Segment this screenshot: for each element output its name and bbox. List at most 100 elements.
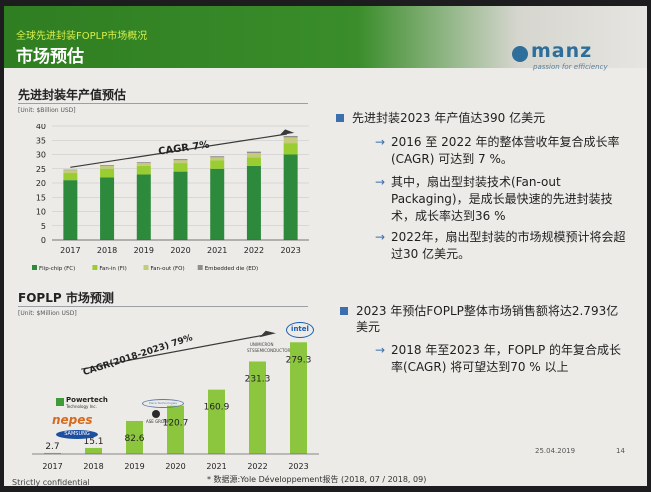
bullet-1-sub-3-text: 2022年，扇出型封装的市场规模预计将会超过30 亿美元。 [391, 230, 626, 261]
chart1-ytick-label: 15 [36, 193, 46, 202]
chart2-data-label: 231.3 [245, 374, 271, 384]
chart1-legend-swatch [143, 265, 149, 270]
chart1-bar-3 [136, 162, 151, 164]
unimicron-logo: UNIMICRON [250, 342, 274, 347]
chart2-cagr-label: CAGR(2018-2023) 79% [82, 333, 194, 378]
slide-title: 市场预估 [16, 47, 84, 67]
bullet-1-sub-1: → 2016 至 2022 年的整体营收年复合成长率 (CAGR) 可达到 7 … [375, 134, 631, 168]
chart1-bar-2 [63, 170, 78, 174]
bullet-square-icon [336, 114, 344, 122]
chart2-xtick-label: 2018 [83, 462, 103, 471]
chart1-ytick-label: 10 [36, 208, 46, 217]
chart1-bar-2 [246, 153, 261, 158]
chart1-bar-0 [283, 154, 298, 240]
chart1-svg: 0 5 10 15 20 25 30 35 40 2017 2018 2019 2020 2021 2022… [32, 124, 309, 272]
arrow-right-icon: → [375, 343, 386, 357]
slide-header: 全球先进封装FOPLP市场概况 市场预估 [4, 6, 647, 68]
footer-page-number: 14 [616, 447, 625, 455]
chart1-title: 先进封装年产值预估 [18, 88, 127, 102]
chart1-legend-label: Fan-out (FO) [151, 266, 185, 272]
chart2-cagr-arrowhead-icon [259, 330, 276, 338]
chart1-bar-3 [246, 151, 261, 154]
bullet-1-text: 先进封装2023 年产值达390 亿美元 [352, 111, 546, 125]
ase-logo-mark-icon [152, 410, 160, 418]
ase-logo: ASE GROUP [146, 419, 170, 424]
chart1-bar-2 [210, 157, 225, 161]
chart2-title-rule [18, 306, 308, 307]
chart2-bar [44, 452, 61, 454]
chart1-ytick-label: 40 [36, 124, 46, 131]
chart1-legend-swatch [92, 265, 98, 270]
chart1-bar-3 [283, 135, 298, 138]
chart1-bar-3 [210, 156, 225, 158]
chart1-ytick-label: 5 [41, 222, 46, 231]
bullet-2-sub-1-text: 2018 年至2023 年，FOPLP 的年复合成长率(CAGR) 将可望达到7… [391, 343, 622, 374]
chart1-ytick-label: 30 [36, 151, 46, 160]
bullet-1-sub-2: → 其中，扇出型封装技术(Fan-out Packaging)，是成长最快速的先… [375, 174, 631, 225]
manz-logo-mark-icon [512, 46, 528, 62]
chart1-title-rule [18, 103, 308, 104]
bullet-2: 2023 年预估FOPLP整体市场销售额将达2.793亿美元 [340, 303, 626, 335]
chart1-legend-label: Fan-in (FI) [99, 266, 126, 272]
chart1-bar-1 [63, 173, 78, 181]
chart2-xtick-label: 2019 [124, 462, 144, 471]
chart1-legend-label: Flip-chip (FC) [39, 266, 75, 272]
manz-logo-tagline: passion for efficiency [533, 63, 608, 71]
chart2-xtick-label: 2020 [165, 462, 185, 471]
chart1-bar-0 [210, 168, 225, 240]
chart1-ytick-label: 35 [36, 136, 46, 145]
chart1-bar-2 [136, 163, 151, 166]
bullet-1-sub-1-text: 2016 至 2022 年的整体营收年复合成长率 (CAGR) 可达到 7 %。 [391, 135, 620, 166]
chart1-bar-2 [173, 160, 188, 164]
chart2-title: FOPLP 市场预测 [18, 291, 114, 305]
chart2-bar [249, 361, 266, 454]
chart1-bar-1 [283, 143, 298, 155]
chart2-svg: 2.7 2017 15.1 2018 82.6 2019 120.7 2020 160.9 202… [32, 330, 319, 471]
arrow-right-icon: → [375, 135, 386, 149]
chart1-cagr-label: CAGR 7% [158, 140, 210, 158]
footer-confidential: Strictly confidential [12, 478, 90, 486]
footer-date: 25.04.2019 [535, 447, 576, 455]
chart1-xtick-label: 2018 [97, 246, 117, 255]
chart1-bar-2 [283, 137, 298, 144]
bullet-2-sub-1: → 2018 年至2023 年，FOPLP 的年复合成长率(CAGR) 将可望达… [375, 342, 631, 376]
chart1-cagr-arrow [70, 133, 288, 168]
chart1-legend-label: Embedded die (ED) [205, 266, 258, 272]
manz-logo: manz passion for efficiency [509, 40, 639, 71]
chart1-bar-3 [63, 169, 78, 171]
arrow-right-icon: → [375, 175, 386, 189]
chart1-cagr-arrowhead-icon [279, 129, 295, 136]
chart1-bar-0 [100, 177, 115, 240]
chart2-bar [208, 389, 225, 454]
chart1-bar-0 [63, 180, 78, 240]
chart1-ytick-label: 25 [36, 165, 46, 174]
chart2-cagr-arrow [81, 334, 266, 370]
powertech-logo-mark-icon [56, 398, 64, 406]
intel-logo: intel [286, 322, 314, 338]
chart1-bar-1 [210, 160, 225, 169]
chart1-bar-1 [136, 165, 151, 175]
bullet-1-sub-3: → 2022年，扇出型封装的市场规模预计将会超过30 亿美元。 [375, 229, 631, 263]
chart1-bar-0 [173, 171, 188, 240]
chart1-xtick-label: 2022 [244, 246, 264, 255]
manz-logo-text: manz [531, 40, 593, 62]
chart1-bar-3 [100, 165, 115, 166]
chart2-data-label: 2.7 [45, 442, 59, 452]
chart1-bar-0 [136, 174, 151, 240]
chart1-xtick-label: 2017 [60, 246, 80, 255]
chart2-bar [290, 342, 307, 454]
slide-subtitle: 全球先进封装FOPLP市场概况 [16, 31, 148, 42]
samsung-logo: SAMSUNG [56, 430, 98, 439]
bullet-1-sub-2-text: 其中，扇出型封装技术(Fan-out Packaging)，是成长最快速的先进封… [391, 175, 613, 223]
chart1-bar-1 [100, 168, 115, 178]
chart1-bar-0 [246, 165, 261, 240]
chart1-bar-3 [173, 159, 188, 161]
chart1-xtick-label: 2020 [170, 246, 190, 255]
chart1-bar-1 [246, 157, 261, 166]
chart1-ytick-label: 20 [36, 179, 46, 188]
bullet-square-icon [340, 307, 348, 315]
chart2-data-label: 279.3 [286, 355, 312, 365]
chart1-bar-1 [173, 163, 188, 172]
chart2-data-label: 120.7 [163, 419, 189, 429]
slide: 全球先进封装FOPLP市场概况 市场预估 manz passion for ef… [4, 6, 647, 486]
